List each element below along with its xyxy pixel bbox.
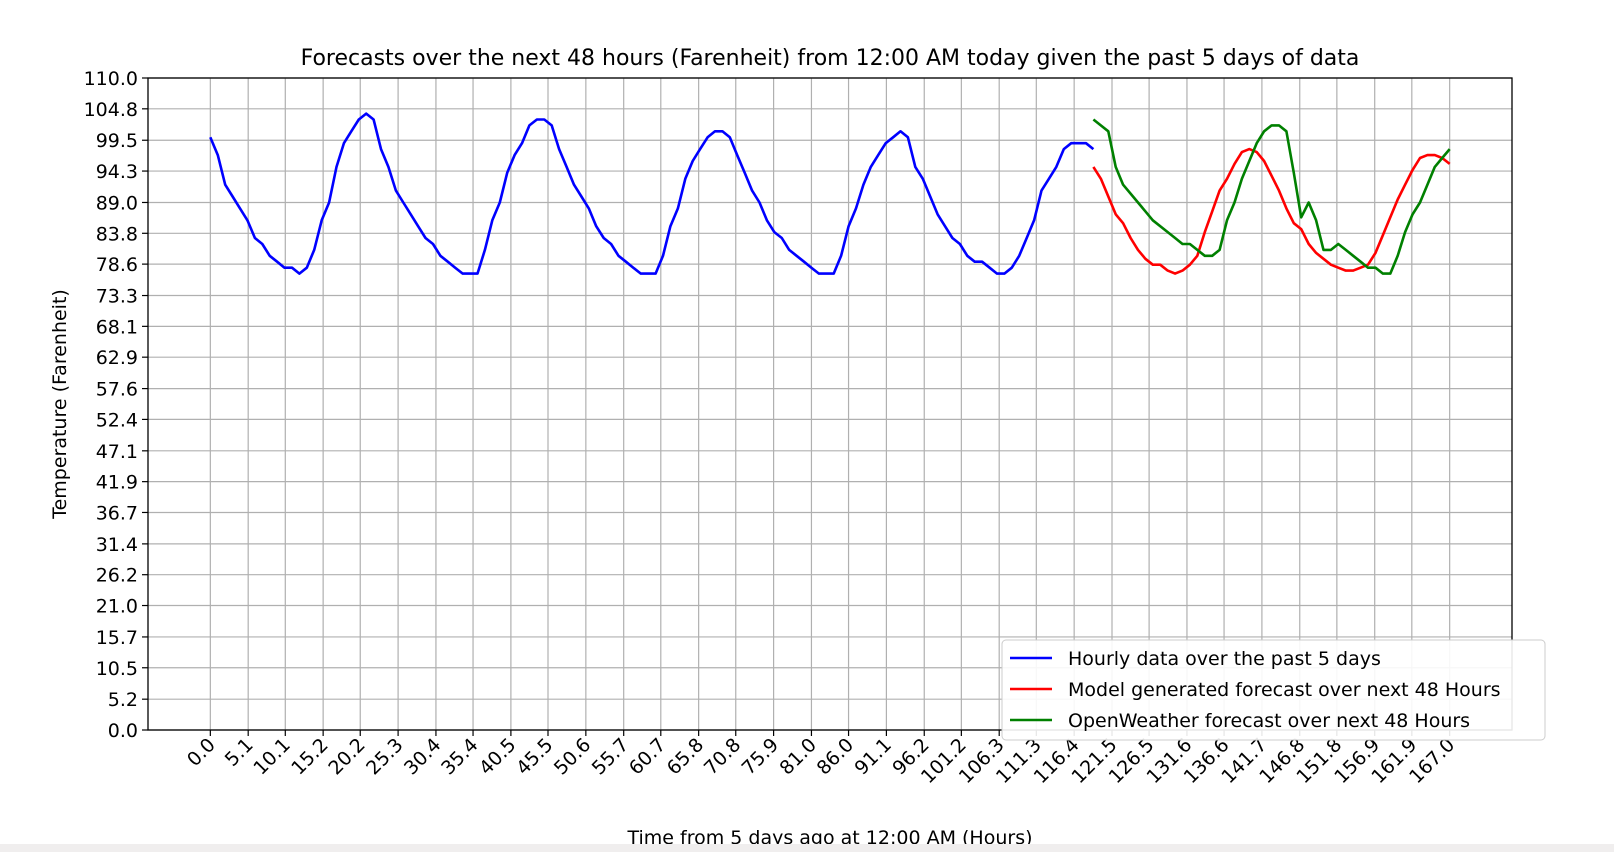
y-tick-label: 57.6 — [96, 379, 138, 401]
y-tick-label: 73.3 — [96, 286, 138, 308]
legend-label-openweather: OpenWeather forecast over next 48 Hours — [1068, 710, 1470, 732]
y-tick-label: 15.7 — [96, 627, 138, 649]
y-tick-label: 47.1 — [96, 441, 138, 463]
y-tick-label: 110.0 — [84, 68, 138, 90]
y-tick-label: 94.3 — [96, 161, 138, 183]
y-tick-label: 5.2 — [108, 689, 138, 711]
y-tick-label: 52.4 — [96, 409, 138, 431]
y-tick-label: 36.7 — [96, 502, 138, 524]
y-tick-label: 62.9 — [96, 347, 138, 369]
y-tick-label: 83.8 — [96, 223, 138, 245]
y-tick-label: 78.6 — [96, 254, 138, 276]
legend: Hourly data over the past 5 days Model g… — [1001, 639, 1546, 741]
y-axis: 0.0 5.2 10.5 15.7 21.0 26.2 31.4 36.7 41.9 47.1 52… — [84, 68, 148, 742]
y-tick-label: 99.5 — [96, 130, 138, 152]
y-tick-label: 26.2 — [96, 565, 138, 587]
y-tick-label: 10.5 — [96, 658, 138, 680]
y-tick-label: 89.0 — [96, 192, 138, 214]
y-tick-label: 41.9 — [96, 472, 138, 494]
legend-box — [1001, 639, 1546, 741]
y-tick-label: 21.0 — [96, 596, 138, 618]
y-axis-label: Temperature (Farenheit) — [49, 289, 71, 520]
y-tick-label: 31.4 — [96, 534, 138, 556]
legend-label-hourly: Hourly data over the past 5 days — [1068, 648, 1381, 670]
y-tick-label: 104.8 — [84, 99, 138, 121]
plot-frame — [147, 77, 1513, 731]
chart-title: Forecasts over the next 48 hours (Farenh… — [301, 46, 1360, 71]
series-line-0 — [209, 112, 1095, 275]
y-tick-label: 68.1 — [96, 316, 138, 338]
legend-label-model: Model generated forecast over next 48 Ho… — [1068, 679, 1501, 701]
series-line-1 — [1092, 147, 1451, 275]
series-line-2 — [1092, 118, 1451, 275]
bottom-strip — [0, 844, 1614, 852]
x-axis-label: Time from 5 days ago at 12:00 AM (Hours) — [626, 827, 1032, 849]
y-tick-label: 0.0 — [108, 720, 138, 742]
series-lines — [209, 112, 1451, 275]
